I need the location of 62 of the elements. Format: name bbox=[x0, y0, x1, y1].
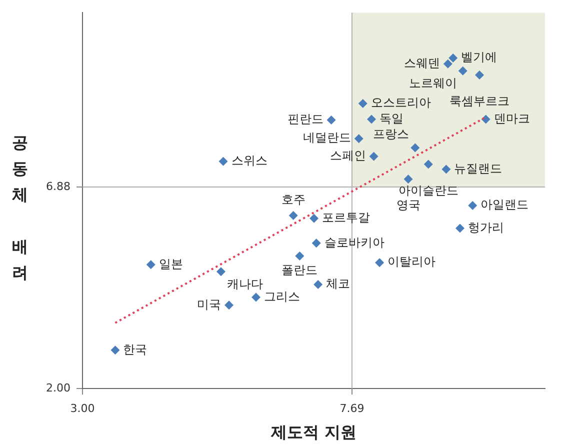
annotation: 오스트리아 bbox=[370, 96, 431, 110]
point bbox=[310, 214, 319, 223]
point bbox=[146, 260, 156, 270]
point bbox=[455, 224, 464, 233]
point bbox=[224, 300, 234, 310]
point bbox=[354, 134, 364, 144]
annotation: 한국 bbox=[123, 342, 148, 356]
annotation: 이탈리아 bbox=[388, 254, 436, 269]
point bbox=[475, 70, 484, 80]
point bbox=[110, 346, 120, 355]
x-tick-label: 3.00 bbox=[70, 402, 95, 416]
point bbox=[424, 160, 433, 169]
annotation: 벨기에 bbox=[461, 50, 498, 64]
text: 공동체 배려 bbox=[12, 133, 28, 282]
x-tick-label: 7.69 bbox=[340, 402, 364, 416]
point bbox=[252, 292, 261, 302]
annotation: 영국 bbox=[396, 198, 420, 212]
annotation: 미국 bbox=[197, 297, 221, 312]
point bbox=[295, 251, 304, 260]
annotation: 캐나다 bbox=[226, 276, 263, 291]
point bbox=[369, 152, 378, 161]
y-tick-label: 6.88 bbox=[46, 180, 70, 193]
annotation: 아이슬란드 bbox=[398, 183, 458, 198]
point bbox=[358, 99, 368, 108]
x-axis-title: 제도적 지원 bbox=[270, 422, 357, 442]
annotation: 체코 bbox=[326, 276, 350, 291]
annotation: 헝가리 bbox=[468, 220, 504, 234]
annotation: 그리스 bbox=[264, 289, 300, 304]
point bbox=[442, 164, 451, 174]
annotation: 룩셈부르크 bbox=[450, 94, 510, 108]
point bbox=[326, 116, 336, 125]
point bbox=[366, 114, 376, 124]
annotation: 독일 bbox=[379, 111, 404, 126]
point bbox=[404, 174, 413, 184]
point bbox=[218, 156, 228, 166]
annotation: 스웨덴 bbox=[404, 56, 440, 70]
annotation: 일본 bbox=[158, 256, 183, 271]
annotation: 네덜란드 bbox=[302, 130, 351, 145]
annotation: 프랑스 bbox=[373, 126, 410, 141]
annotation: 핀란드 bbox=[287, 112, 324, 126]
point bbox=[448, 54, 458, 63]
annotation: 노르웨이 bbox=[408, 76, 457, 90]
point bbox=[458, 66, 468, 76]
annotation: 아일랜드 bbox=[480, 198, 529, 212]
annotation: 스페인 bbox=[330, 148, 366, 163]
y-tick-label: 2.00 bbox=[46, 381, 70, 394]
annotation: 폴란드 bbox=[282, 263, 318, 278]
annotation: 뉴질랜드 bbox=[454, 161, 502, 176]
point bbox=[410, 143, 420, 152]
annotation: 호주 bbox=[281, 192, 306, 207]
point bbox=[216, 267, 226, 276]
point bbox=[314, 280, 323, 289]
point bbox=[443, 59, 452, 68]
annotation: 슬로바키아 bbox=[324, 235, 384, 250]
point bbox=[481, 114, 490, 124]
annotation: 덴마크 bbox=[494, 111, 530, 126]
point bbox=[312, 238, 321, 248]
point bbox=[468, 201, 478, 210]
point bbox=[375, 258, 384, 268]
annotation: 스위스 bbox=[231, 153, 268, 168]
point bbox=[288, 210, 298, 220]
annotation: 포르투갈 bbox=[322, 210, 370, 224]
